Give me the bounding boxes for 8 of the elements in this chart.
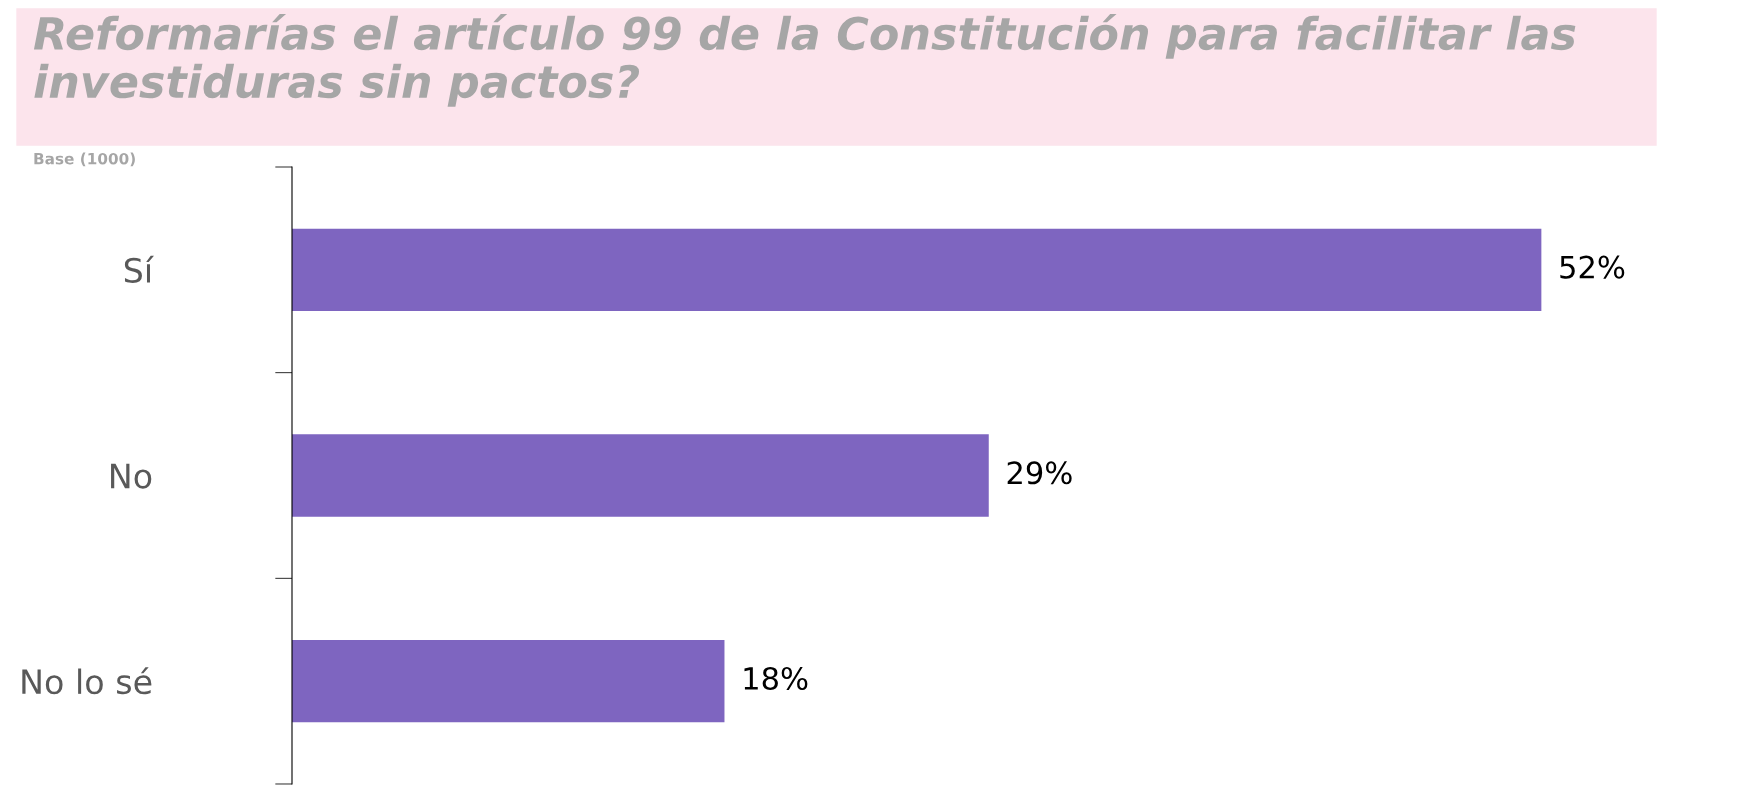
chart-title: Reformarías el artículo 99 de la Constitución para facilitar las investiduras sin pactos?	[33, 14, 1576, 107]
y-tick-label: No lo sé	[22, 667, 152, 695]
y-tick-label: No	[111, 463, 152, 489]
text: Base (1000)	[34, 152, 135, 167]
data-label: 52%	[1560, 255, 1625, 279]
y-tick-label: Sí	[124, 255, 154, 283]
data-label: 29%	[1007, 461, 1072, 485]
data-label: 18%	[744, 666, 808, 691]
